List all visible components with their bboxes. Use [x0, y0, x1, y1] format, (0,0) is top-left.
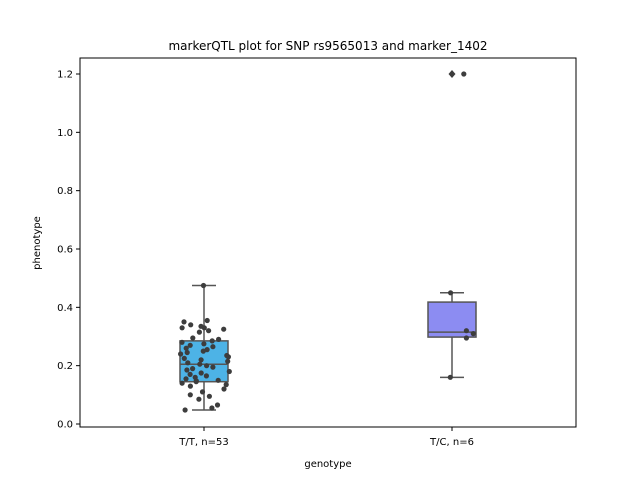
data-point: [199, 389, 206, 395]
data-point: [215, 377, 221, 383]
y-axis-title: phenotype: [32, 216, 43, 270]
data-point: [187, 383, 193, 389]
data-point: [179, 325, 185, 331]
data-point: [183, 345, 189, 351]
y-tick-label: 0.6: [57, 245, 73, 256]
data-point: [196, 329, 202, 335]
data-point: [210, 364, 216, 370]
x-axis-title: genotype: [304, 459, 351, 470]
y-tick-label: 0.8: [57, 186, 73, 197]
data-point: [187, 371, 193, 377]
data-point: [447, 374, 453, 380]
data-point: [200, 348, 206, 354]
data-point: [206, 328, 212, 334]
data-point: [178, 351, 184, 357]
outlier-marker: [448, 70, 456, 78]
plot-frame: [79, 57, 577, 428]
data-point: [206, 393, 212, 399]
data-point: [470, 331, 476, 337]
data-point: [187, 392, 193, 398]
y-tick-label: 0.0: [57, 420, 73, 431]
data-point: [181, 355, 187, 361]
data-point: [183, 376, 189, 382]
data-point: [463, 328, 469, 334]
data-point: [201, 341, 207, 347]
data-point: [210, 344, 216, 350]
data-point: [225, 354, 231, 360]
data-point: [198, 357, 204, 363]
data-point: [187, 342, 193, 348]
data-point: [184, 367, 190, 373]
data-point: [185, 360, 191, 366]
data-point: [214, 402, 221, 408]
data-point: [223, 382, 229, 388]
data-point: [197, 361, 203, 367]
data-point: [196, 396, 202, 402]
data-point: [193, 379, 199, 385]
y-tick-label: 0.2: [57, 361, 73, 372]
data-point: [461, 71, 467, 77]
data-point: [204, 317, 210, 324]
data-point: [198, 370, 204, 376]
data-point: [181, 319, 187, 325]
y-tick-label: 1.2: [57, 70, 73, 81]
data-point: [221, 386, 227, 392]
data-point: [190, 366, 196, 372]
y-tick-label: 1.0: [57, 128, 73, 139]
data-point: [179, 339, 185, 345]
data-point: [182, 407, 188, 413]
data-point: [179, 380, 185, 386]
x-tick-label: T/C, n=6: [429, 437, 474, 448]
data-point: [188, 322, 194, 328]
data-point: [448, 290, 454, 296]
data-point: [201, 325, 207, 331]
data-point: [209, 338, 215, 344]
y-tick-label: 0.4: [57, 303, 73, 314]
data-point: [184, 349, 190, 356]
chart-title: markerQTL plot for SNP rs9565013 and mar…: [168, 39, 487, 53]
data-point: [203, 373, 209, 379]
data-point: [463, 335, 469, 341]
data-point: [209, 405, 215, 411]
data-point: [226, 368, 232, 375]
data-point: [200, 282, 207, 289]
x-tick-label: T/T, n=53: [178, 437, 228, 448]
data-point: [216, 336, 222, 342]
data-point: [204, 363, 210, 369]
data-point: [225, 358, 231, 364]
data-point: [221, 326, 227, 332]
data-point: [190, 335, 196, 341]
